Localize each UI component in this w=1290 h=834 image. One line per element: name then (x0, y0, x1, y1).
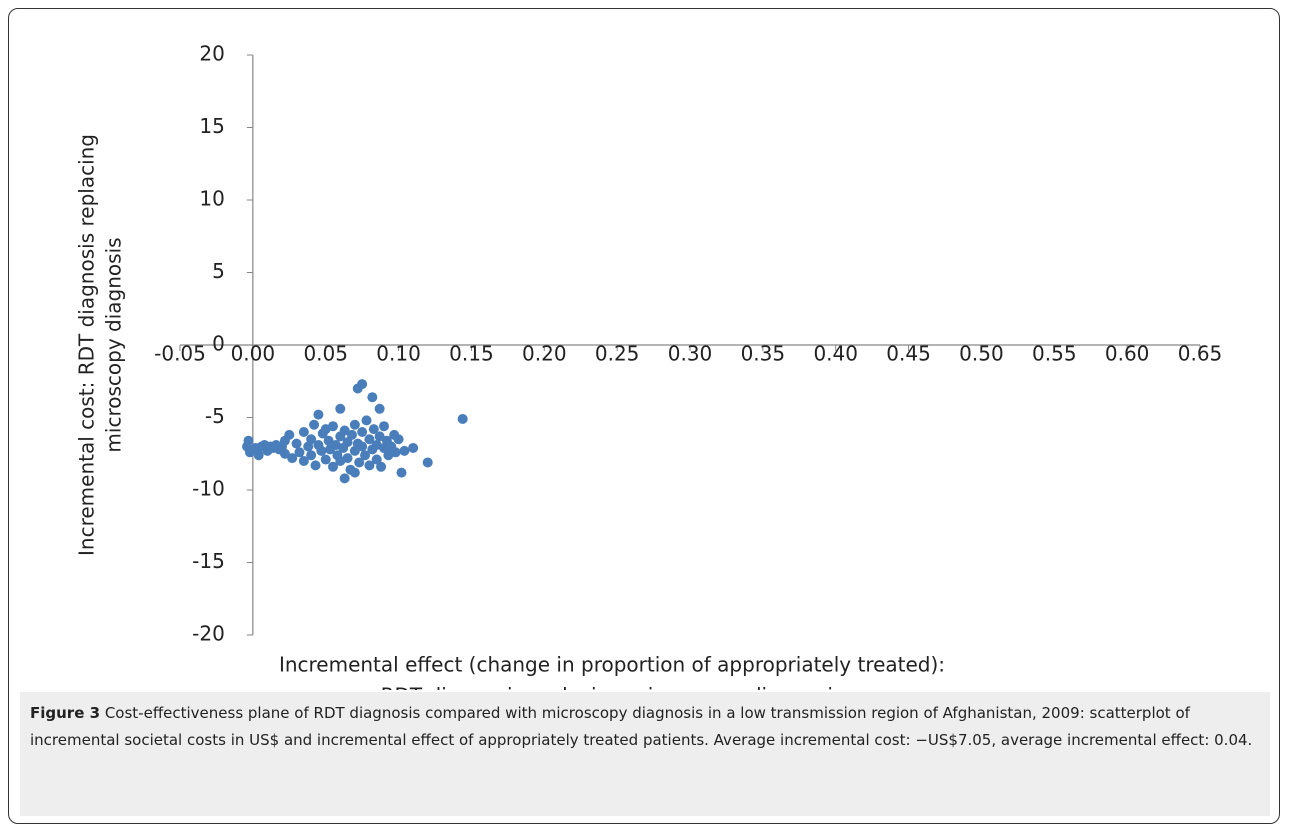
point (298, 456, 309, 466)
x-axis-title: RDT diagnosis replacing microscopy diagn… (381, 684, 844, 691)
point (339, 473, 350, 484)
point (306, 450, 317, 461)
point (287, 453, 298, 464)
x-tick-label: 0.05 (303, 342, 348, 366)
point (357, 441, 368, 452)
point (316, 445, 327, 456)
x-axis-title: Incremental effect (change in proportion… (279, 653, 945, 677)
point (349, 467, 360, 478)
caption: Figure 3 Cost-effectiveness plane of RDT… (20, 692, 1270, 816)
caption-text: Cost-effectiveness plane of RDT diagnosi… (30, 704, 1253, 749)
y-tick-label: -5 (205, 404, 225, 428)
points (242, 379, 468, 484)
point (328, 461, 338, 472)
point (354, 457, 365, 468)
point (243, 435, 254, 446)
x-tick-label: 0.55 (1032, 342, 1077, 366)
point (253, 450, 264, 461)
point (320, 454, 331, 465)
point (335, 403, 346, 414)
x-tick-label: 0.40 (813, 342, 858, 366)
point (422, 457, 433, 468)
point (360, 450, 371, 461)
point (390, 447, 401, 458)
x-tick-label: 0.50 (959, 342, 1004, 366)
point (310, 460, 321, 471)
point (364, 434, 375, 445)
point (399, 445, 410, 456)
point (396, 467, 407, 478)
point (284, 429, 295, 440)
point (379, 421, 389, 432)
point (342, 453, 353, 464)
x-tick-label: 0.10 (376, 342, 421, 366)
point (313, 409, 324, 420)
point (374, 403, 385, 414)
point (368, 424, 379, 435)
x-tick-label: -0.05 (154, 342, 206, 366)
point (298, 427, 309, 437)
point (323, 435, 334, 446)
point (367, 392, 378, 403)
x-tick-label: 0.15 (449, 342, 494, 366)
y-tick-label: 15 (199, 114, 224, 138)
point (279, 448, 290, 459)
point (364, 460, 375, 471)
point (357, 427, 368, 437)
point (306, 434, 317, 445)
point (376, 461, 387, 472)
caption-label: Figure 3 (30, 704, 101, 722)
point (342, 437, 353, 448)
point (349, 419, 360, 430)
chart: 20 15 10 5 0 -5 -10 -15 -20 -0.05 0.00 0.05 0.10 0.15… (75, 42, 1223, 691)
y-tick-label: -20 (192, 622, 225, 646)
y-tick-label: -15 (192, 549, 225, 573)
y-tick-label: 10 (199, 187, 224, 211)
point (294, 447, 305, 458)
point (408, 442, 419, 453)
point (374, 431, 385, 442)
x-tick-label: 0.60 (1105, 342, 1150, 366)
point (339, 425, 350, 436)
x-tick-label: 0.35 (741, 342, 786, 366)
point (309, 419, 320, 430)
point (328, 421, 338, 432)
x-tick-label: 0.45 (886, 342, 931, 366)
point (361, 415, 372, 426)
point (291, 438, 302, 449)
y-axis-title: Incremental cost: RDT diagnosis replacin… (75, 134, 99, 556)
x-tick-label: 0.30 (668, 342, 713, 366)
x-tick-label: 0.25 (595, 342, 640, 366)
point (457, 413, 468, 424)
y-tick-label: 20 (199, 42, 224, 66)
point (357, 379, 368, 390)
y-tick-label: 5 (212, 259, 225, 283)
x-tick-label: 0.65 (1178, 342, 1223, 366)
figure-frame (8, 8, 1280, 824)
x-tick-label: 0.20 (522, 342, 567, 366)
y-tick-label: -10 (192, 477, 225, 501)
point (346, 429, 357, 440)
y-tick-label: 0 (212, 332, 225, 356)
x-tick-label: 0.00 (231, 342, 276, 366)
y-axis-title: microscopy diagnosis (102, 237, 126, 452)
point (393, 434, 404, 445)
point (371, 454, 382, 465)
